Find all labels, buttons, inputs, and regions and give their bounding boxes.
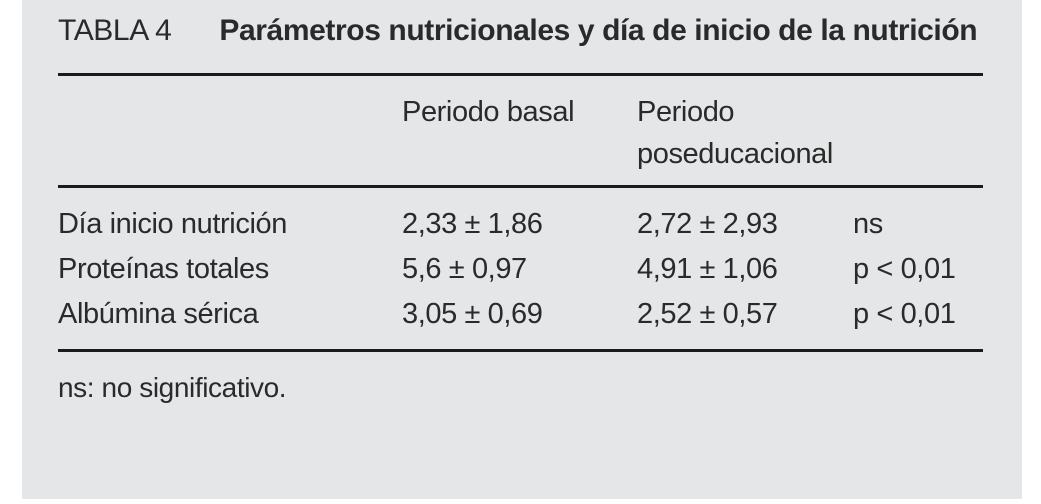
table-row: Proteínas totales 5,6 ± 0,97 4,91 ± 1,06… — [58, 247, 983, 292]
table-caption-title: Parámetros nutricionales y día de inicio… — [219, 14, 978, 47]
header-significance — [853, 75, 983, 187]
row-label: Proteínas totales — [58, 253, 269, 285]
table-row: Día inicio nutrición 2,33 ± 1,86 2,72 ± … — [58, 187, 983, 248]
row-significance: p < 0,01 — [853, 298, 956, 330]
table-body: Día inicio nutrición 2,33 ± 1,86 2,72 ± … — [58, 187, 983, 351]
table-caption-tag: TABLA 4 — [58, 14, 172, 47]
row-post-value: 2,72 ± 2,93 — [637, 208, 778, 240]
table-panel: TABLA 4 Parámetros nutricionales y día de… — [22, 0, 1022, 499]
row-basal-value: 2,33 ± 1,86 — [402, 208, 543, 240]
table-row: Albúmina sérica 3,05 ± 0,69 2,52 ± 0,57 … — [58, 292, 983, 351]
row-post-value: 4,91 ± 1,06 — [637, 253, 778, 285]
table-content: TABLA 4 Parámetros nutricionales y día de… — [58, 0, 983, 405]
row-post-value: 2,52 ± 0,57 — [637, 298, 778, 330]
row-significance: p < 0,01 — [853, 253, 956, 285]
header-periodo-poseducacional: Periodo poseducacional — [637, 96, 833, 170]
row-significance: ns — [853, 208, 883, 240]
row-label: Día inicio nutrición — [58, 208, 287, 240]
nutrition-parameters-table: Periodo basal Periodo poseducacional Día… — [58, 73, 983, 352]
table-caption: TABLA 4 Parámetros nutricionales y día de… — [58, 0, 983, 56]
row-basal-value: 3,05 ± 0,69 — [402, 298, 543, 330]
table-footnote: ns: no significativo. — [58, 372, 287, 403]
row-basal-value: 5,6 ± 0,97 — [402, 253, 527, 285]
header-parameter — [58, 75, 402, 187]
table-header-row: Periodo basal Periodo poseducacional — [58, 74, 983, 187]
table-header: Periodo basal Periodo poseducacional — [58, 74, 983, 187]
row-label: Albúmina sérica — [58, 298, 259, 330]
header-periodo-basal: Periodo basal — [402, 96, 575, 128]
